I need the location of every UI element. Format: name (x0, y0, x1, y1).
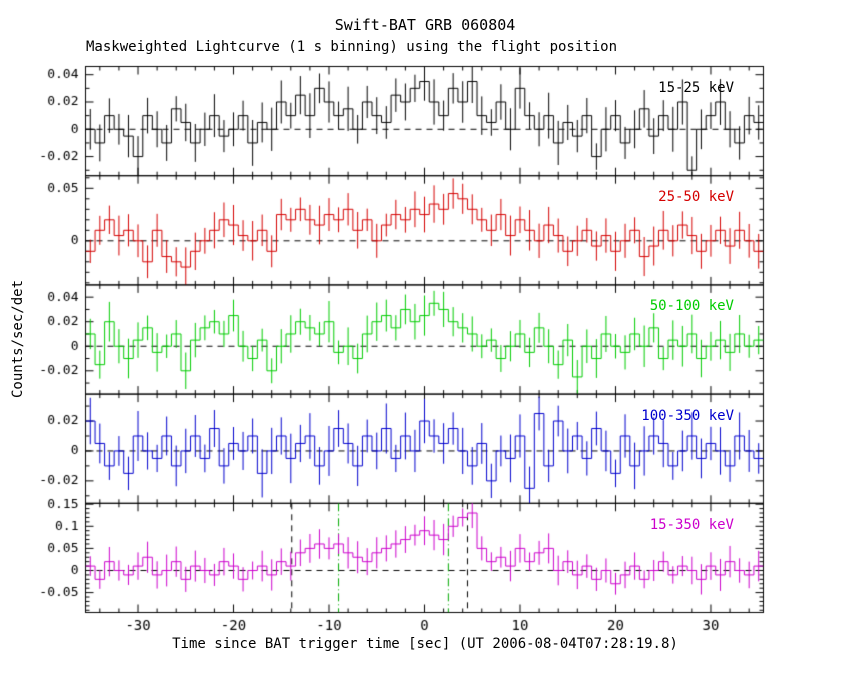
band-label-15-25kev: 15-25 keV (658, 80, 734, 96)
x-axis-label: Time since BAT trigger time [sec] (UT 20… (172, 636, 678, 652)
band-label-100-350kev: 100-350 keV (641, 407, 734, 424)
band-label-25-50kev: 25-50 keV (658, 189, 734, 206)
band-label-15-350kev: 15-350 keV (649, 516, 734, 533)
y-axis-label: Counts/sec/det (10, 279, 26, 399)
band-label-50-100kev: 50-100 keV (649, 298, 734, 315)
chart-title: Swift-BAT GRB 060804 (334, 16, 516, 34)
chart-subtitle: Maskweighted Lightcurve (1 s binning) us… (86, 39, 618, 55)
